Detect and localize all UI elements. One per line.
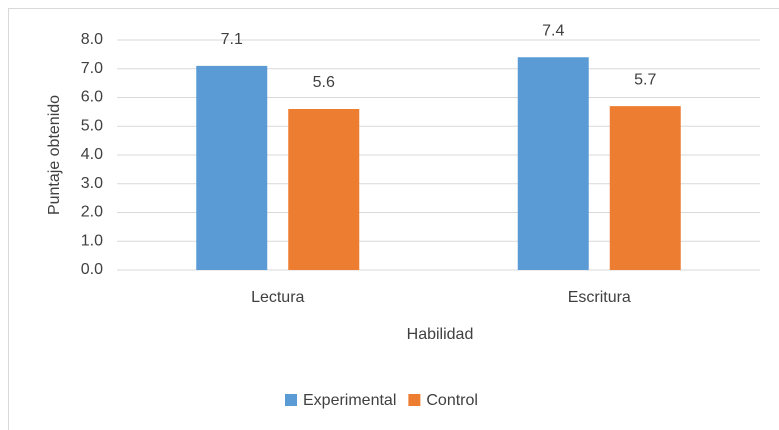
data-label: 5.6: [313, 74, 335, 91]
y-tick-label: 6.0: [81, 89, 103, 106]
x-axis-title: Habilidad: [407, 326, 474, 343]
bar: [196, 65, 268, 270]
data-label: 7.1: [221, 31, 243, 48]
y-tick-label: 5.0: [81, 117, 103, 134]
data-label: 7.4: [542, 22, 564, 39]
bar: [288, 109, 360, 270]
bar: [609, 106, 681, 270]
chart-border: [8, 8, 779, 430]
legend-label: Experimental: [303, 392, 396, 409]
y-tick-label: 4.0: [81, 146, 103, 163]
data-label: 5.7: [634, 71, 656, 88]
y-tick-label: 3.0: [81, 175, 103, 192]
y-tick-label: 1.0: [81, 232, 103, 249]
legend-swatch: [408, 394, 421, 406]
y-tick-label: 2.0: [81, 204, 103, 221]
y-tick-label: 8.0: [81, 31, 103, 48]
legend-label: Control: [426, 392, 478, 409]
x-tick-label: Lectura: [251, 289, 304, 306]
y-tick-label: 7.0: [81, 60, 103, 77]
y-axis-title: Puntaje obtenido: [46, 95, 63, 215]
x-tick-label: Escritura: [568, 289, 631, 306]
bar: [517, 57, 589, 270]
y-tick-label: 0.0: [81, 261, 103, 278]
legend-swatch: [285, 394, 297, 406]
